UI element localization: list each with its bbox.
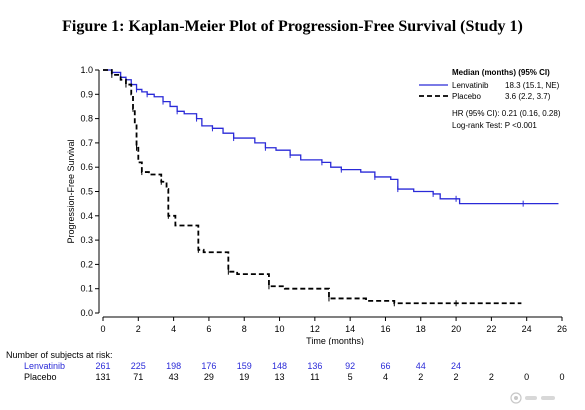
x-tick-label: 18 (416, 324, 426, 334)
legend-label-lenvatinib: Lenvatinib (452, 81, 489, 90)
risk-count: 13 (274, 372, 285, 382)
figure-title: Figure 1: Kaplan-Meier Plot of Progressi… (62, 18, 523, 35)
risk-count: 24 (451, 361, 462, 371)
risk-count: 43 (168, 372, 179, 382)
legend-label-placebo: Placebo (452, 92, 481, 101)
x-axis-label: Time (months) (306, 336, 364, 345)
watermark-logo-icon (510, 392, 555, 404)
x-tick-label: 4 (171, 324, 176, 334)
y-tick-label: 0.9 (80, 89, 93, 99)
risk-count: 136 (307, 361, 323, 371)
risk-count: 198 (166, 361, 182, 371)
risk-count: 92 (345, 361, 356, 371)
y-tick-label: 0.1 (80, 284, 93, 294)
survival-curve-placebo (103, 69, 522, 305)
x-tick-label: 12 (310, 324, 320, 334)
x-tick-label: 26 (557, 324, 567, 334)
risk-count: 131 (95, 372, 111, 382)
risk-count: 176 (201, 361, 217, 371)
risk-count: 11 (310, 372, 320, 382)
y-tick-label: 0.8 (80, 114, 93, 124)
risk-count: 29 (203, 372, 214, 382)
risk-count: 4 (382, 372, 388, 382)
legend-median-placebo: 3.6 (2.2, 3.7) (505, 92, 551, 101)
x-tick-label: 10 (275, 324, 285, 334)
risk-count: 66 (380, 361, 391, 371)
y-tick-label: 0.6 (80, 162, 93, 172)
risk-count: 159 (236, 361, 252, 371)
y-tick-label: 0.0 (80, 308, 93, 318)
x-tick-label: 24 (522, 324, 532, 334)
y-axis-label: Progression-Free Survival (66, 139, 76, 243)
risk-count: 19 (239, 372, 250, 382)
legend-median-lenvatinib: 18.3 (15.1, NE) (505, 81, 560, 90)
x-tick-label: 0 (100, 324, 105, 334)
x-tick-label: 14 (345, 324, 355, 334)
risk-row-label: Lenvatinib (24, 361, 66, 371)
x-tick-label: 22 (486, 324, 496, 334)
risk-count: 71 (133, 372, 144, 382)
y-tick-label: 1.0 (80, 65, 93, 75)
survival-curves (103, 69, 559, 307)
x-tick-label: 6 (206, 324, 211, 334)
survival-curve-lenvatinib (103, 69, 559, 205)
y-tick-label: 0.3 (80, 235, 93, 245)
risk-count: 2 (488, 372, 494, 382)
plot-axes: 0 2 4 6 8 10 12 14 16 18 20 22 24 260.00.10.20.30.40.… (66, 65, 567, 345)
risk-table-title: Number of subjects at risk: (6, 350, 113, 360)
risk-count: 5 (347, 372, 353, 382)
risk-count: 2 (453, 372, 459, 382)
km-plot: 0 2 4 6 8 10 12 14 16 18 20 22 24 260.00.10.20.30.40.… (66, 65, 567, 345)
x-tick-label: 16 (380, 324, 390, 334)
risk-row-label: Placebo (24, 372, 57, 382)
legend: Median (months) (95% CI) Lenvatinib 18.3 (… (419, 68, 561, 130)
risk-count: 148 (272, 361, 288, 371)
risk-count: 44 (415, 361, 426, 371)
y-tick-label: 0.5 (80, 187, 93, 197)
x-tick-label: 20 (451, 324, 461, 334)
risk-count: 0 (559, 372, 565, 382)
risk-count: 225 (130, 361, 146, 371)
risk-count: 2 (418, 372, 424, 382)
y-tick-label: 0.7 (80, 138, 93, 148)
y-tick-label: 0.2 (80, 259, 93, 269)
x-tick-label: 2 (136, 324, 141, 334)
risk-count: 261 (95, 361, 111, 371)
legend-header: Median (months) (95% CI) (452, 68, 550, 77)
x-tick-label: 8 (242, 324, 247, 334)
legend-logrank: Log-rank Test: P <0.001 (452, 121, 537, 130)
legend-hazard-ratio: HR (95% CI): 0.21 (0.16, 0.28) (452, 109, 561, 118)
y-tick-label: 0.4 (80, 211, 93, 221)
risk-count: 0 (524, 372, 530, 382)
